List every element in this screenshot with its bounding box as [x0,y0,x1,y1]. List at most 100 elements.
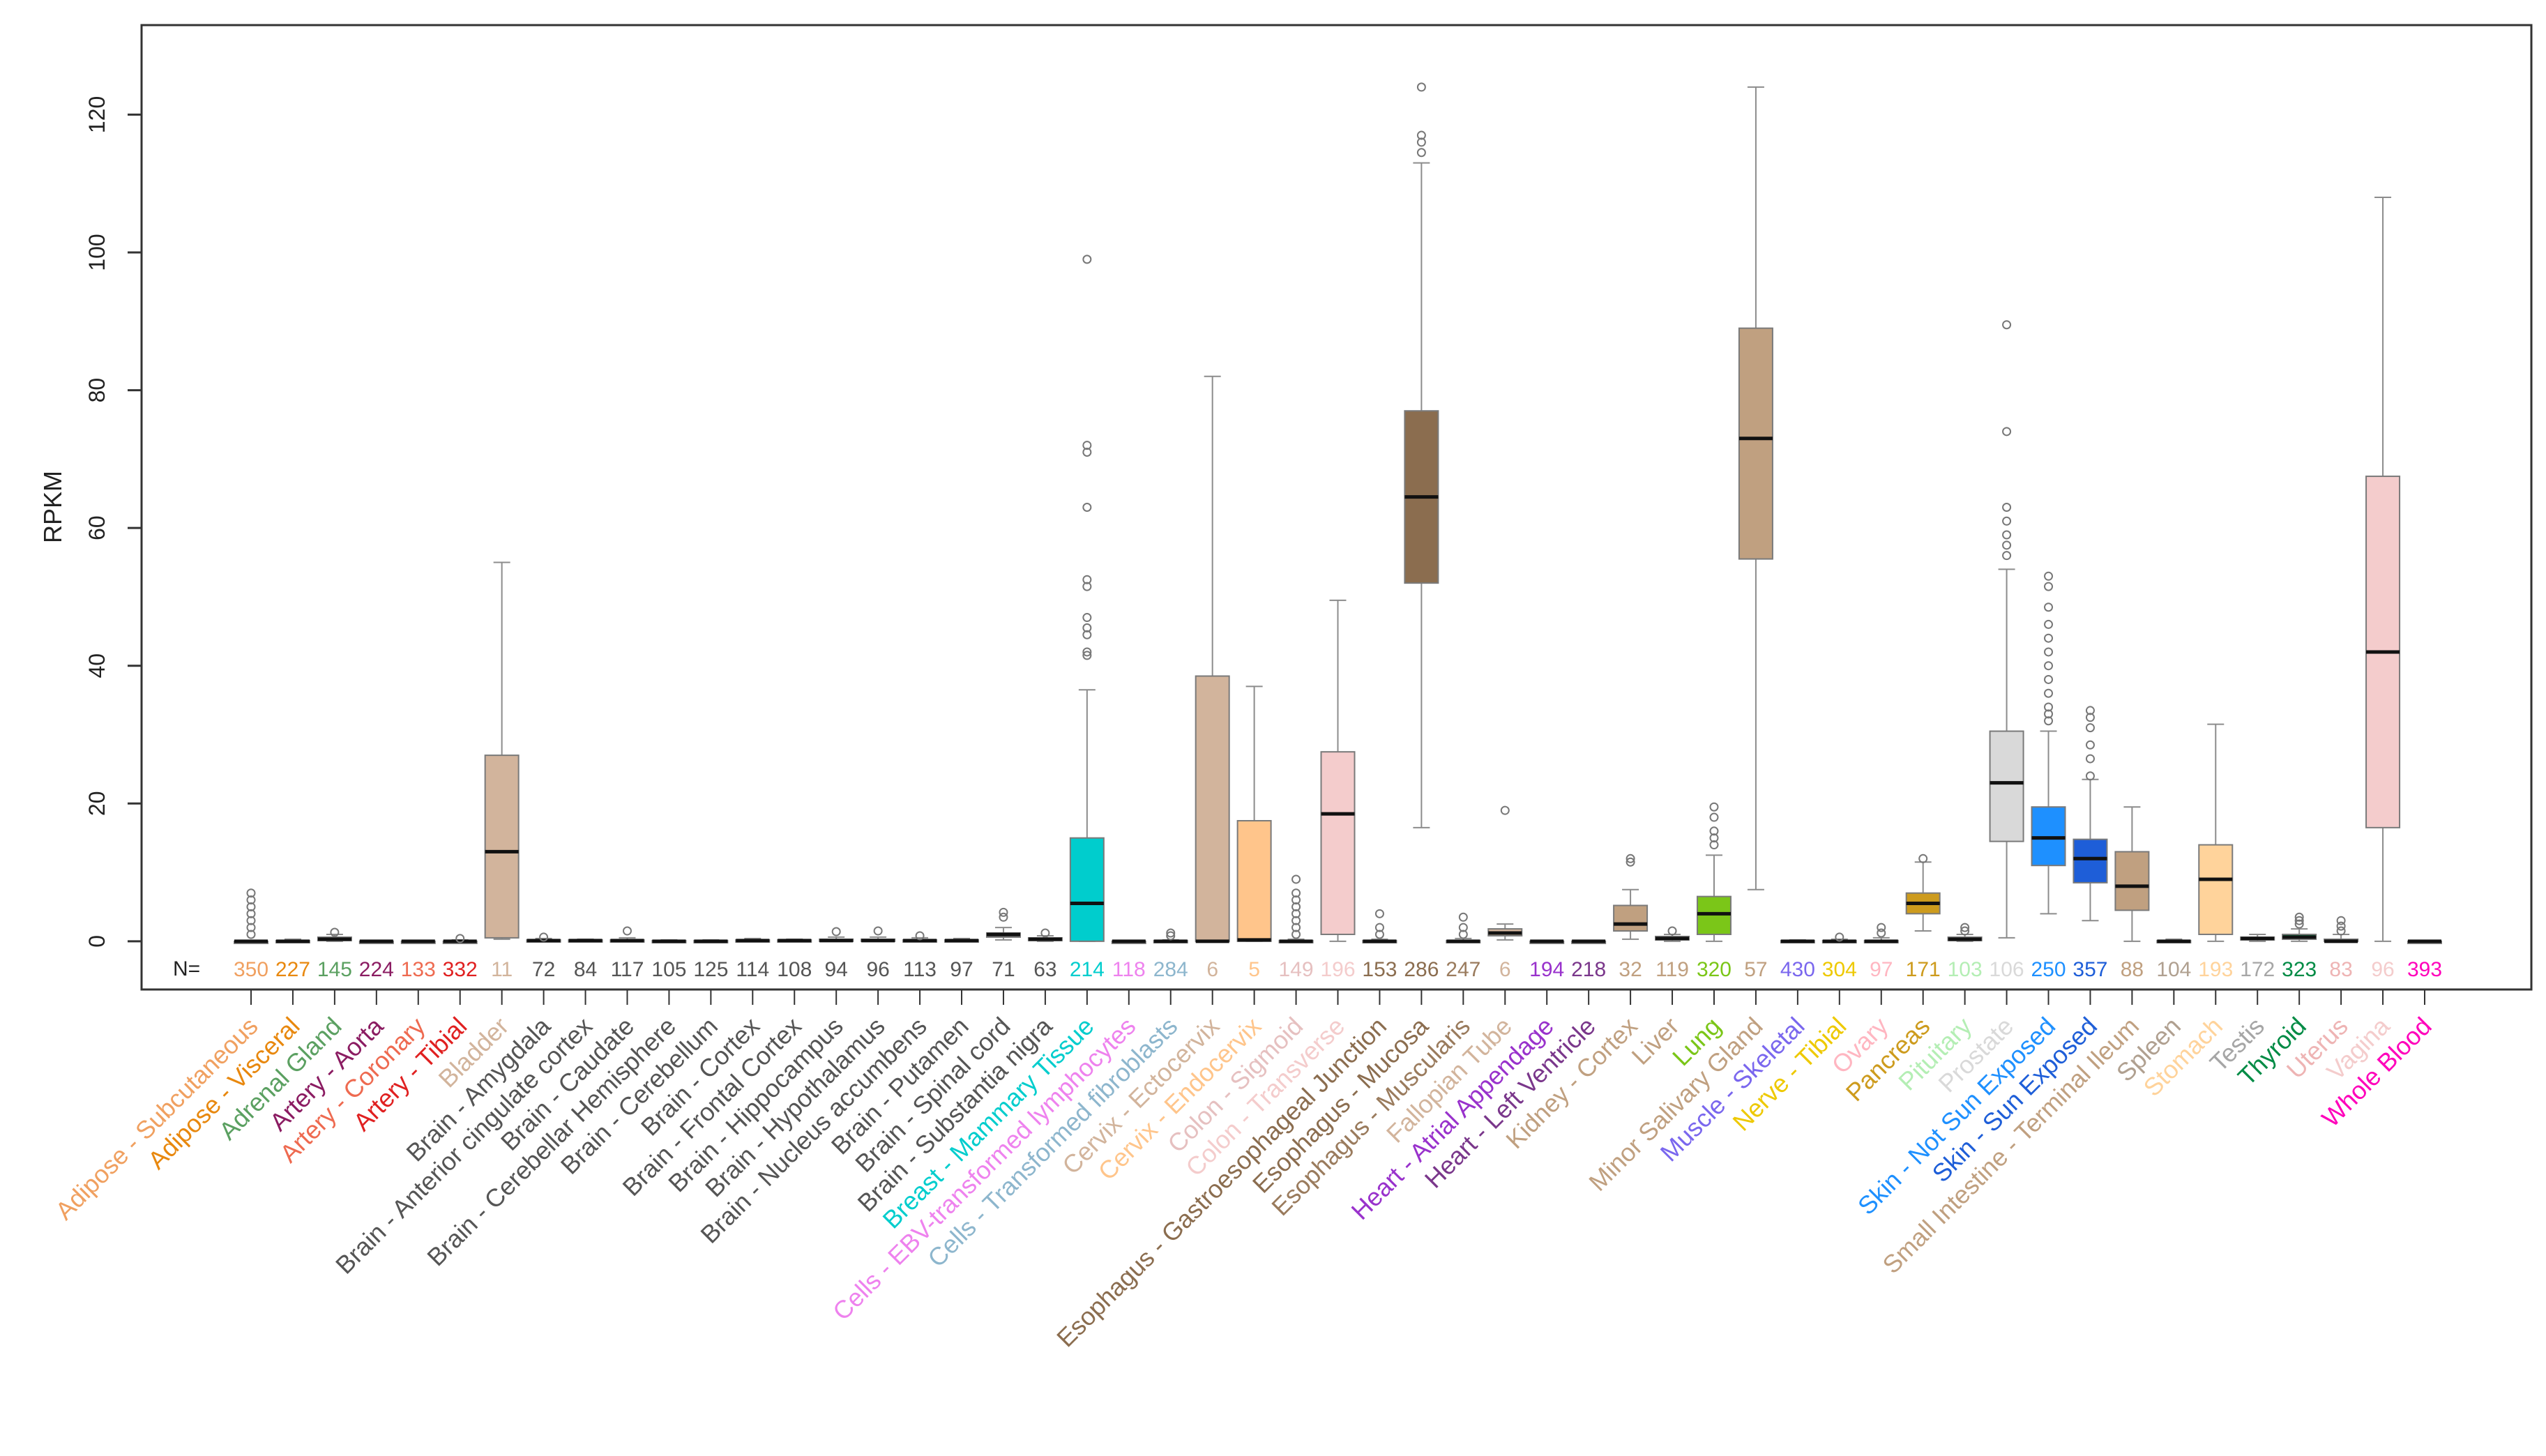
outlier-point [246,902,256,911]
outlier-point [2044,702,2054,712]
n-count: 57 [1744,958,1767,981]
outlier-point [1458,930,1468,939]
n-count: 196 [1320,958,1355,981]
outlier-point [2044,633,2054,643]
box-series [2031,571,2066,915]
outlier-point [1082,623,1092,632]
outlier-point [2336,926,2346,936]
n-count: 304 [1822,958,1857,981]
box-series [651,939,687,943]
n-count: 118 [1112,958,1146,981]
y-tick-label: 0 [84,935,109,948]
n-count: 172 [2240,958,2275,981]
box-series [1613,854,1649,940]
x-tick-label: Liver [1626,1012,1685,1070]
n-count: 145 [317,958,352,981]
y-tick-label: 120 [84,96,109,133]
outlier-point [246,923,256,932]
outlier-point [2002,320,2012,330]
outlier-point [1835,932,1844,942]
outlier-point [2294,916,2304,925]
n-count: 83 [2329,958,2352,981]
outlier-point [2085,754,2095,764]
n-count: 119 [1655,958,1689,981]
box-series [1153,928,1188,943]
n-count: 114 [736,958,769,981]
box-series [1195,375,1230,943]
outlier-point [2044,716,2054,726]
outlier-point [1500,805,1510,815]
n-count: 94 [825,958,848,981]
outlier-point [2294,912,2304,922]
outlier-point [1082,255,1092,264]
box-series [902,931,938,943]
outlier-point [831,927,841,936]
outlier-point [1626,854,1635,863]
box-series [1027,928,1063,942]
box-series [944,937,980,943]
n-count: 104 [2156,958,2191,981]
box-series [1821,932,1857,943]
n-count: 393 [2407,958,2442,981]
box-group [234,82,2442,944]
outlier-point [915,931,925,941]
n-count: 286 [1404,958,1439,981]
outlier-point [539,932,549,942]
outlier-point [1626,857,1635,867]
n-count: 6 [1499,958,1511,981]
y-tick-label: 80 [84,378,109,403]
outlier-point [1458,912,1468,922]
box-series [735,937,771,943]
box-series [2365,196,2401,942]
outlier-point [1082,441,1092,450]
outlier-point [1291,930,1301,939]
outlier-point [1709,812,1719,822]
n-count: 106 [1990,958,2024,981]
n-count: 284 [1153,958,1188,981]
box-series [2156,938,2192,943]
outlier-point [1082,630,1092,639]
n-count: 149 [1279,958,1314,981]
box-series [484,561,520,940]
outlier-point [330,927,340,937]
outlier-point [1416,130,1426,140]
n-count: 97 [950,958,973,981]
outlier-point [1166,931,1176,941]
outlier-point [2002,551,2012,561]
box-iqr [2073,838,2108,884]
n-count: 117 [611,958,644,981]
n-count: 11 [491,958,513,981]
n-count: 97 [1870,958,1893,981]
box-series [819,927,854,943]
outlier-point [2044,661,2054,671]
n-count: 350 [234,958,268,981]
box-series [985,907,1021,941]
n-count: 171 [1906,958,1941,981]
outlier-point [2002,530,2012,540]
outlier-point [2044,674,2054,684]
outlier-point [1918,854,1928,863]
outlier-point [2002,503,2012,512]
n-count: 113 [903,958,937,981]
outlier-point [1709,833,1719,843]
box-series [234,888,268,944]
outlier-point [1667,926,1677,936]
box-series [693,939,729,943]
box-series [526,932,561,943]
outlier-point [1416,137,1426,147]
outlier-point [1082,503,1092,512]
y-axis-label: RPKM [38,471,67,543]
outlier-point [1291,909,1301,918]
outlier-point [2044,688,2054,698]
outlier-point [2294,919,2304,929]
outlier-point [455,934,465,943]
outlier-point [1166,928,1176,938]
outlier-point [1082,582,1092,591]
n-count: 224 [359,958,394,981]
box-series [2073,706,2108,922]
box-series [1780,939,1815,943]
outlier-point [2085,740,2095,750]
n-count: 218 [1571,958,1606,981]
box-series [1655,926,1690,942]
